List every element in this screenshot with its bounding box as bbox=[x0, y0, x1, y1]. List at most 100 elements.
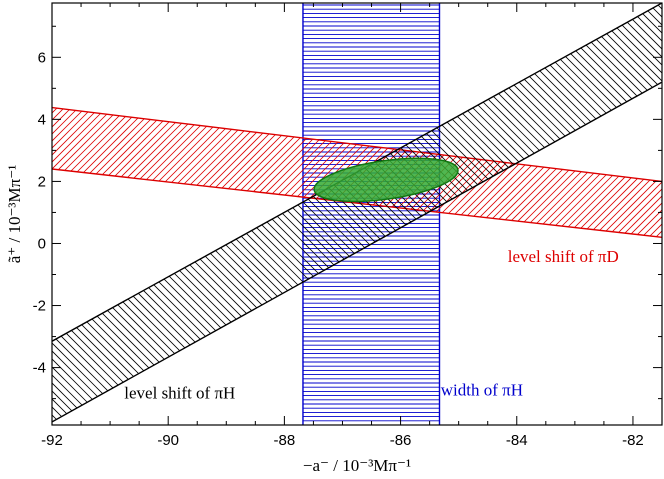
hatch-line bbox=[657, 107, 662, 238]
hatch-line bbox=[223, 107, 662, 238]
x-tick-label: -92 bbox=[41, 432, 63, 449]
hatch-line bbox=[547, 3, 662, 422]
hatch-line bbox=[52, 107, 169, 238]
hatch-line bbox=[52, 3, 379, 422]
hatch-line bbox=[571, 3, 662, 422]
hatch-line bbox=[0, 0, 2, 445]
annotation-level-shift-pi-h: level shift of πH bbox=[124, 384, 235, 403]
hatch-line bbox=[52, 3, 427, 422]
hatch-line bbox=[538, 107, 662, 238]
hatch-line bbox=[52, 107, 337, 238]
hatch-line bbox=[230, 107, 662, 238]
hatch-line bbox=[461, 107, 662, 238]
x-tick-label: -88 bbox=[274, 432, 296, 449]
hatch-line bbox=[52, 107, 253, 238]
hatch-line bbox=[188, 107, 652, 238]
hatch-line bbox=[52, 107, 288, 238]
hatch-line bbox=[52, 107, 365, 238]
plot-area bbox=[0, 0, 662, 445]
y-tick-label: 4 bbox=[38, 111, 46, 128]
hatch-line bbox=[52, 3, 459, 422]
hatch-line bbox=[459, 3, 662, 422]
hatch-line bbox=[52, 107, 267, 238]
hatch-line bbox=[52, 107, 456, 238]
hatch-line bbox=[307, 107, 662, 238]
hatch-line bbox=[440, 107, 662, 238]
hatch-line bbox=[52, 107, 386, 238]
combined-constraint-ellipse bbox=[313, 157, 459, 203]
hatch-line bbox=[52, 3, 403, 422]
hatch-line bbox=[211, 3, 662, 422]
hatch-line bbox=[370, 107, 662, 238]
hatch-line bbox=[349, 107, 662, 238]
hatch-line bbox=[482, 107, 662, 238]
hatch-line bbox=[507, 3, 662, 422]
hatch-line bbox=[293, 107, 662, 238]
hatch-line bbox=[275, 3, 662, 422]
hatch-line bbox=[52, 107, 442, 238]
hatch-line bbox=[52, 107, 393, 238]
hatch-line bbox=[55, 107, 519, 238]
hatch-line bbox=[52, 3, 443, 422]
hatch-line bbox=[523, 3, 662, 422]
hatch-line bbox=[377, 107, 662, 238]
hatch-line bbox=[52, 3, 475, 422]
hatch-line bbox=[491, 3, 662, 422]
hatch-line bbox=[52, 3, 163, 422]
hatch-line bbox=[52, 3, 227, 422]
hatch-line bbox=[545, 107, 662, 238]
black-band-lower-edge bbox=[52, 81, 662, 423]
hatch-line bbox=[167, 107, 631, 238]
hatch-line bbox=[52, 3, 307, 422]
hatch-line bbox=[52, 107, 225, 238]
x-axis-label: −a⁻ / 10⁻³Mπ⁻¹ bbox=[303, 456, 411, 475]
hatch-line bbox=[555, 3, 662, 422]
hatch-line bbox=[52, 3, 339, 422]
hatch-line bbox=[258, 107, 662, 238]
hatch-line bbox=[315, 3, 662, 422]
hatch-line bbox=[52, 107, 323, 238]
hatch-line bbox=[371, 3, 662, 422]
hatch-line bbox=[52, 107, 470, 238]
hatch-line bbox=[52, 3, 355, 422]
hatch-line bbox=[52, 107, 309, 238]
hatch-line bbox=[251, 3, 662, 422]
hatch-line bbox=[52, 107, 463, 238]
hatch-line bbox=[104, 107, 568, 238]
hatch-line bbox=[244, 107, 662, 238]
hatch-line bbox=[181, 107, 645, 238]
x-tick-label: -82 bbox=[622, 432, 644, 449]
hatch-line bbox=[52, 107, 211, 238]
hatch-line bbox=[52, 3, 251, 422]
hatch-line bbox=[356, 107, 662, 238]
hatch-line bbox=[52, 3, 155, 422]
hatch-line bbox=[643, 107, 662, 238]
hatch-line bbox=[483, 3, 662, 422]
red-band-upper-edge bbox=[52, 106, 662, 183]
hatch-line bbox=[601, 107, 662, 238]
hatch-line bbox=[52, 107, 190, 238]
y-tick-label: -4 bbox=[33, 360, 46, 377]
hatch-line bbox=[227, 3, 662, 422]
hatch-line bbox=[52, 3, 243, 422]
y-tick-label: 2 bbox=[38, 173, 46, 190]
hatch-line bbox=[52, 3, 283, 422]
hatch-line bbox=[314, 107, 662, 238]
hatch-line bbox=[52, 107, 183, 238]
hatch-line bbox=[52, 3, 387, 422]
hatch-line bbox=[398, 107, 662, 238]
hatch-line bbox=[52, 3, 411, 422]
hatch-line bbox=[636, 107, 662, 238]
hatch-line bbox=[573, 107, 662, 238]
x-axis-ticks: -92 -90 -88 -86 -84 -82 bbox=[41, 3, 663, 449]
hatch-line bbox=[52, 107, 281, 238]
hatch-line bbox=[52, 3, 395, 422]
hatch-line bbox=[499, 3, 662, 422]
hatch-line bbox=[52, 3, 179, 422]
hatch-line bbox=[355, 3, 662, 422]
hatch-line bbox=[286, 107, 662, 238]
hatch-line bbox=[52, 3, 483, 422]
hatch-line bbox=[52, 107, 379, 238]
black-band-hatch bbox=[0, 0, 662, 445]
hatch-line bbox=[52, 107, 232, 238]
